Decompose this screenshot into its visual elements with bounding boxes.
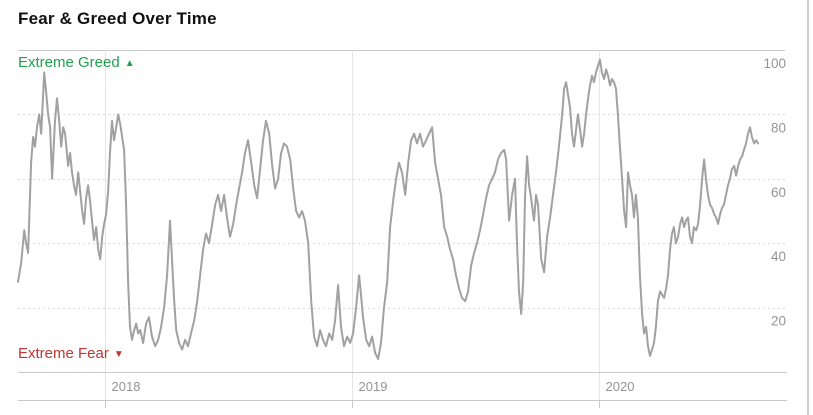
extreme-greed-label: Extreme Greed ▲: [18, 54, 135, 71]
y-axis-tick-label-60: 60: [771, 185, 786, 200]
y-axis-tick-label-40: 40: [771, 249, 786, 264]
x-axis-tick-label-2020: 2020: [606, 379, 635, 394]
extreme-fear-label: Extreme Fear ▼: [18, 345, 124, 362]
y-axis-tick-label-100: 100: [763, 56, 786, 71]
x-axis-tick-label-2018: 2018: [112, 379, 141, 394]
extreme-fear-text: Extreme Fear: [18, 345, 109, 362]
fear-arrow-down-icon: ▼: [113, 349, 124, 360]
fear-greed-index-line: [17, 58, 760, 361]
extreme-greed-text: Extreme Greed: [18, 54, 120, 71]
greed-arrow-up-icon: ▲: [124, 58, 135, 69]
panel-right-border: [807, 0, 809, 415]
x-axis-tick-label-2019: 2019: [359, 379, 388, 394]
chart-title: Fear & Greed Over Time: [18, 9, 217, 28]
y-axis-tick-label-20: 20: [771, 314, 786, 329]
y-axis-tick-label-80: 80: [771, 120, 786, 135]
